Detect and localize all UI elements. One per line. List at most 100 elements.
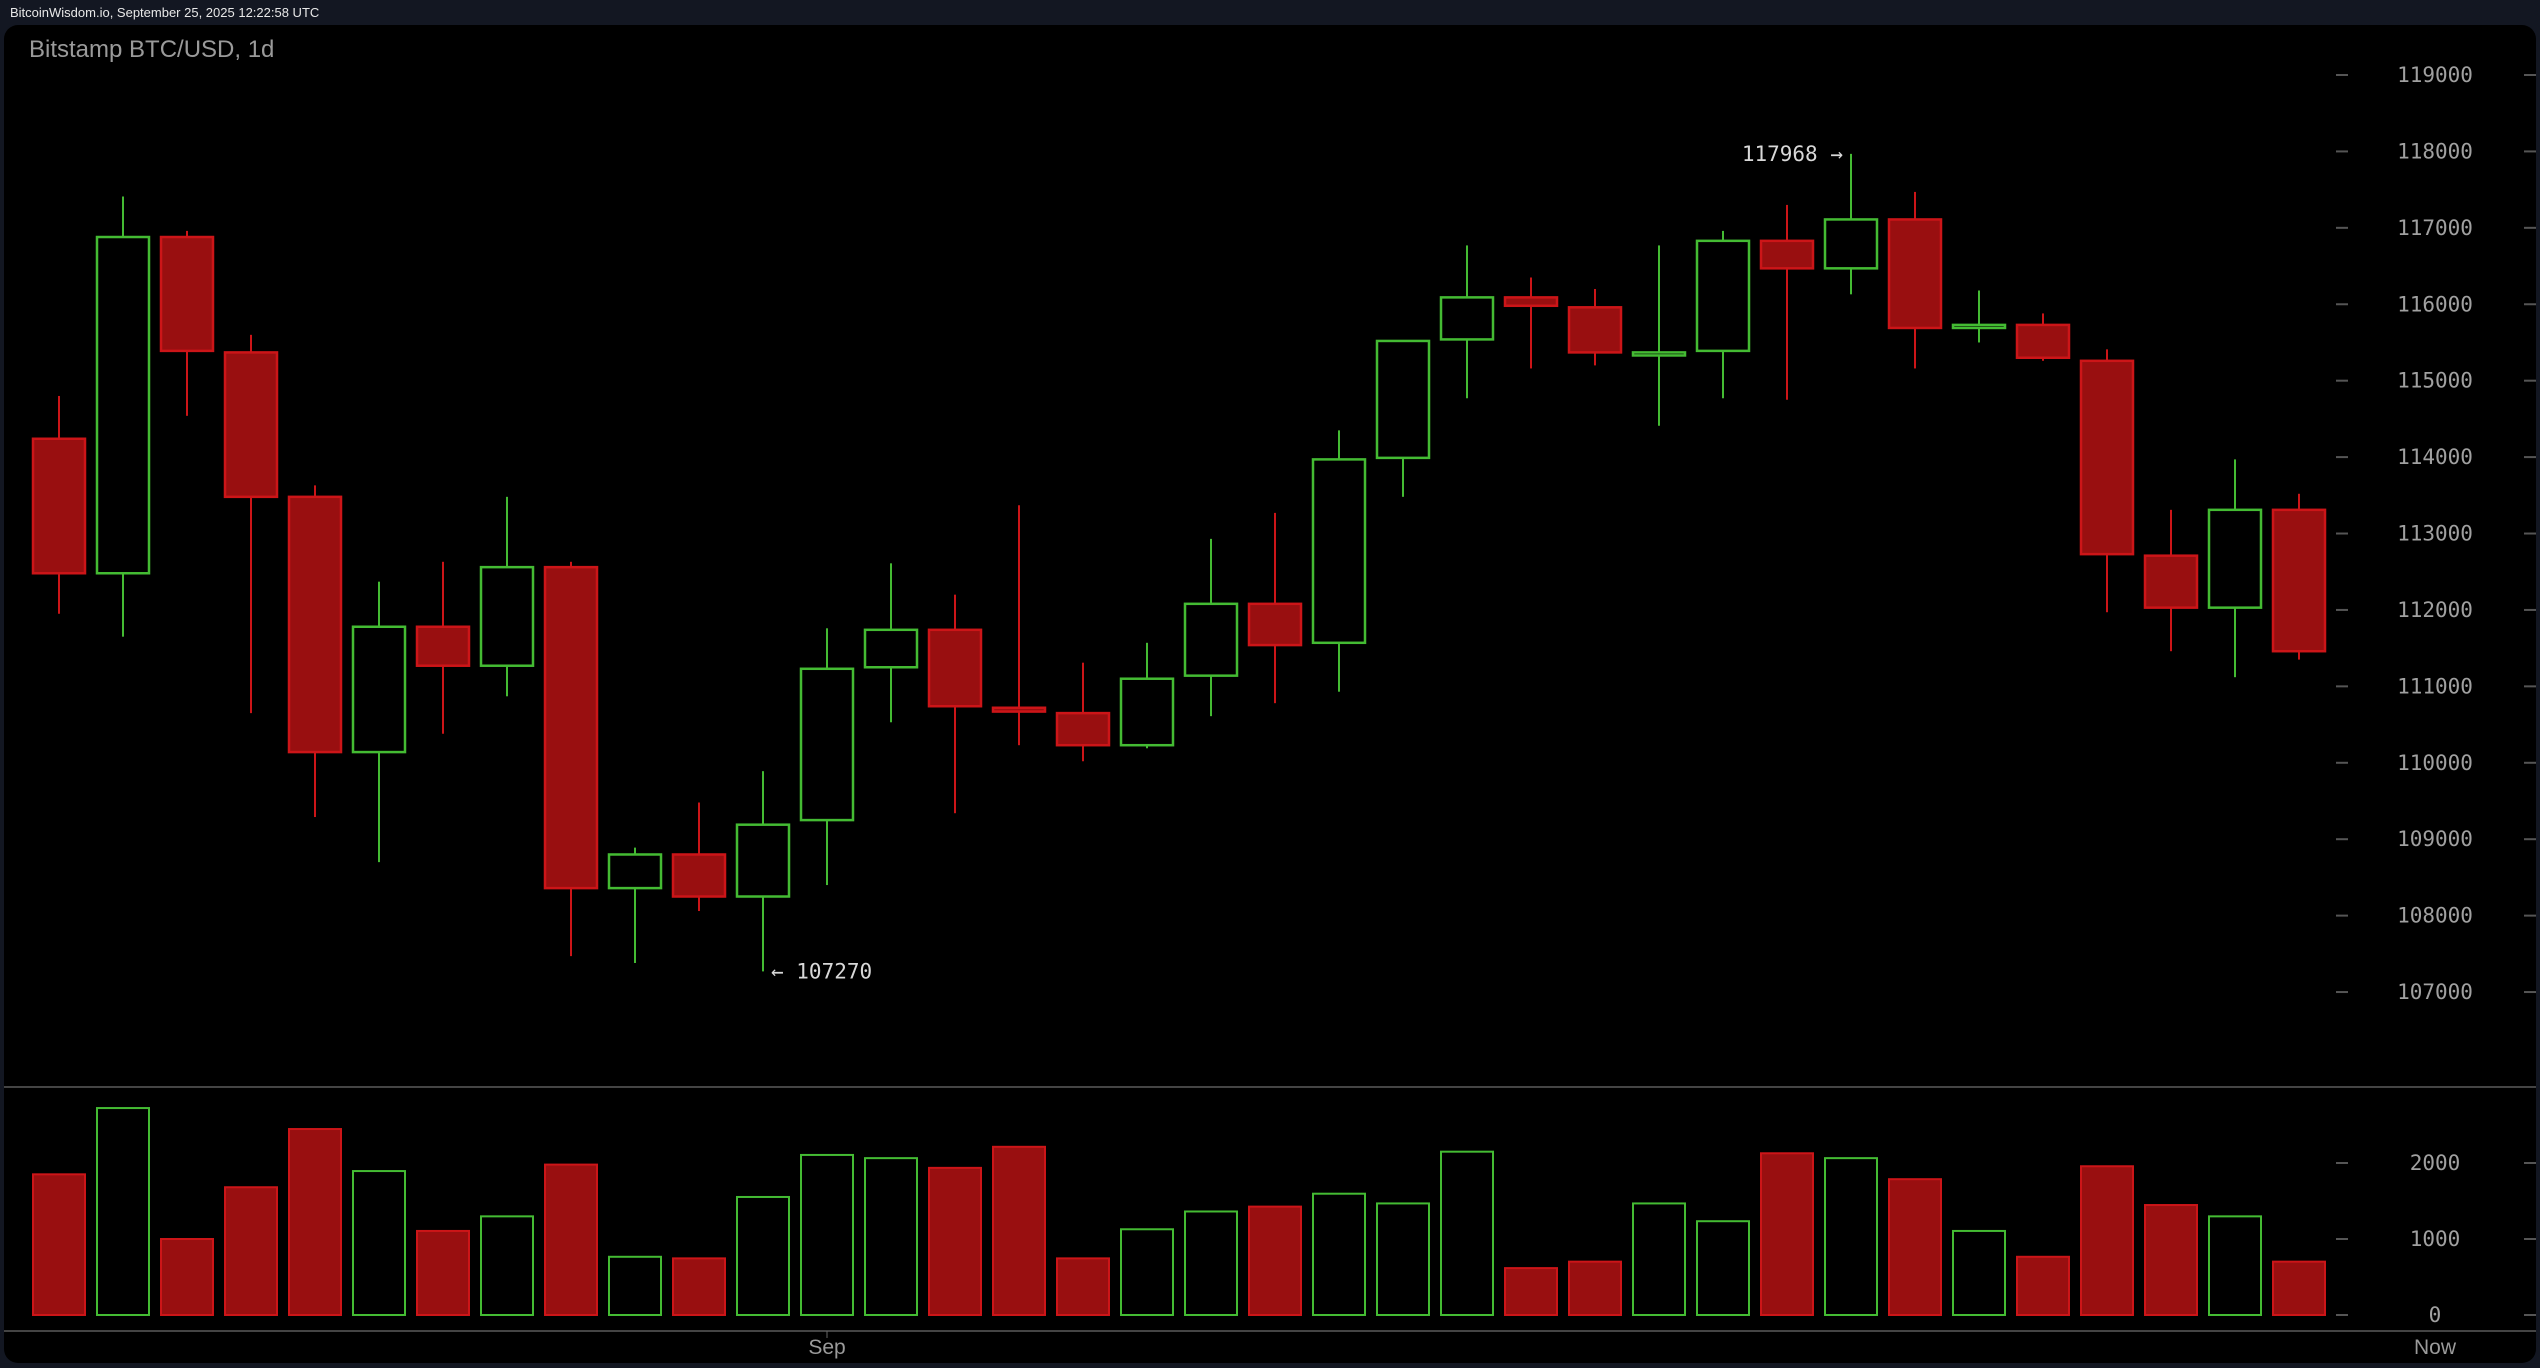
candle-up: [2207, 459, 2263, 678]
volume-bar-down: [1056, 1257, 1110, 1317]
volume-bar-down: [2272, 1260, 2326, 1316]
volume-bar-down: [160, 1238, 214, 1316]
low-annotation: ← 107270: [771, 959, 872, 983]
volume-bar-up: [1952, 1229, 2006, 1316]
volume-bar-down: [1504, 1267, 1558, 1317]
time-axis: Sep Now: [808, 1331, 2457, 1359]
price-annotations: 117968 → ← 107270: [771, 142, 1843, 984]
candle-up: [735, 771, 791, 972]
price-tick-label: 119000: [2397, 63, 2473, 87]
candle-down: [2079, 349, 2135, 613]
candle-down: [2271, 493, 2327, 660]
candle-down: [1055, 662, 1111, 762]
volume-bar-down: [224, 1186, 278, 1317]
candle-up: [1311, 430, 1367, 692]
candle-up: [95, 196, 151, 637]
candle-up: [863, 563, 919, 723]
volume-bar-up: [96, 1107, 150, 1316]
candle-up: [1119, 642, 1175, 749]
volume-bar-up: [1824, 1157, 1878, 1316]
volume-bar-down: [2080, 1165, 2134, 1316]
candle-up: [1695, 230, 1751, 399]
candle-down: [159, 230, 215, 416]
price-tick-label: 107000: [2397, 980, 2473, 1004]
candle-down: [1567, 288, 1623, 366]
candle-up: [607, 847, 663, 964]
time-label: Now: [2414, 1336, 2457, 1359]
candle-down: [31, 395, 87, 614]
candle-up: [1823, 153, 1879, 295]
candle-up: [1375, 339, 1431, 497]
volume-bar-up: [736, 1195, 790, 1317]
volume-bar-down: [1888, 1178, 1942, 1316]
volume-bar-down: [2016, 1255, 2070, 1317]
price-tick-label: 112000: [2397, 598, 2473, 622]
price-tick-label: 116000: [2397, 292, 2473, 316]
candle-up: [351, 581, 407, 863]
volume-bar-down: [992, 1145, 1046, 1317]
volume-bar-down: [1248, 1205, 1302, 1317]
candle-up: [1439, 245, 1495, 399]
candle-down: [1503, 277, 1559, 369]
price-tick-label: 111000: [2397, 674, 2473, 698]
candle-down: [1887, 191, 1943, 369]
volume-bar-up: [608, 1255, 662, 1317]
volume-bar-up: [864, 1157, 918, 1316]
volume-bar-up: [1632, 1202, 1686, 1317]
candle-down: [671, 802, 727, 912]
candle-up: [1951, 290, 2007, 343]
price-tick-label: 109000: [2397, 827, 2473, 851]
price-tick-label: 117000: [2397, 216, 2473, 240]
candle-down: [415, 561, 471, 734]
volume-tick-label: 1000: [2410, 1227, 2461, 1251]
volume-bar-down: [416, 1229, 470, 1316]
top-bar: BitcoinWisdom.io, September 25, 2025 12:…: [0, 0, 2540, 24]
volume-bars: [32, 1107, 2326, 1317]
price-tick-label: 113000: [2397, 522, 2473, 546]
volume-bar-up: [1440, 1150, 1494, 1317]
panel-dividers: [4, 1086, 2536, 1332]
volume-bar-up: [1696, 1220, 1750, 1316]
source-timestamp: BitcoinWisdom.io, September 25, 2025 12:…: [10, 5, 320, 20]
candle-down: [223, 334, 279, 714]
volume-bar-down: [288, 1128, 342, 1316]
chart-title: Bitstamp BTC/USD, 1d: [29, 36, 275, 63]
volume-bar-up: [1120, 1228, 1174, 1316]
price-tick-label: 114000: [2397, 445, 2473, 469]
volume-bar-down: [928, 1166, 982, 1317]
volume-axis: 2000 1000 0: [2336, 1151, 2536, 1327]
price-axis: 119000 118000 117000 116000 115000 114000 1130…: [2336, 63, 2536, 1004]
candle-up: [479, 496, 535, 697]
volume-bar-down: [544, 1163, 598, 1316]
volume-bar-up: [800, 1153, 854, 1316]
volume-bar-up: [1312, 1192, 1366, 1316]
candle-up: [1631, 245, 1687, 426]
candle-down: [2143, 509, 2199, 652]
volume-bar-up: [352, 1170, 406, 1317]
price-tick-label: 115000: [2397, 369, 2473, 393]
candle-up: [799, 628, 855, 886]
chart-panel: [4, 25, 2536, 1363]
candle-down: [2015, 313, 2071, 361]
volume-bar-down: [1568, 1260, 1622, 1316]
candle-up: [1183, 538, 1239, 717]
candle-down: [287, 485, 343, 818]
volume-bar-up: [1376, 1202, 1430, 1317]
candle-down: [1759, 204, 1815, 400]
volume-bar-down: [32, 1173, 86, 1316]
volume-bar-up: [2208, 1215, 2262, 1317]
volume-bar-up: [1184, 1210, 1238, 1317]
price-tick-label: 118000: [2397, 139, 2473, 163]
volume-tick-label: 0: [2429, 1303, 2442, 1327]
volume-tick-label: 2000: [2410, 1151, 2461, 1175]
candle-down: [991, 505, 1047, 746]
volume-bar-down: [2144, 1204, 2198, 1316]
volume-bar-down: [672, 1257, 726, 1317]
volume-bar-up: [480, 1215, 534, 1317]
candle-down: [1247, 512, 1303, 704]
candle-down: [543, 561, 599, 957]
price-tick-label: 110000: [2397, 751, 2473, 775]
candle-down: [927, 594, 983, 814]
high-annotation: 117968 →: [1742, 142, 1843, 166]
